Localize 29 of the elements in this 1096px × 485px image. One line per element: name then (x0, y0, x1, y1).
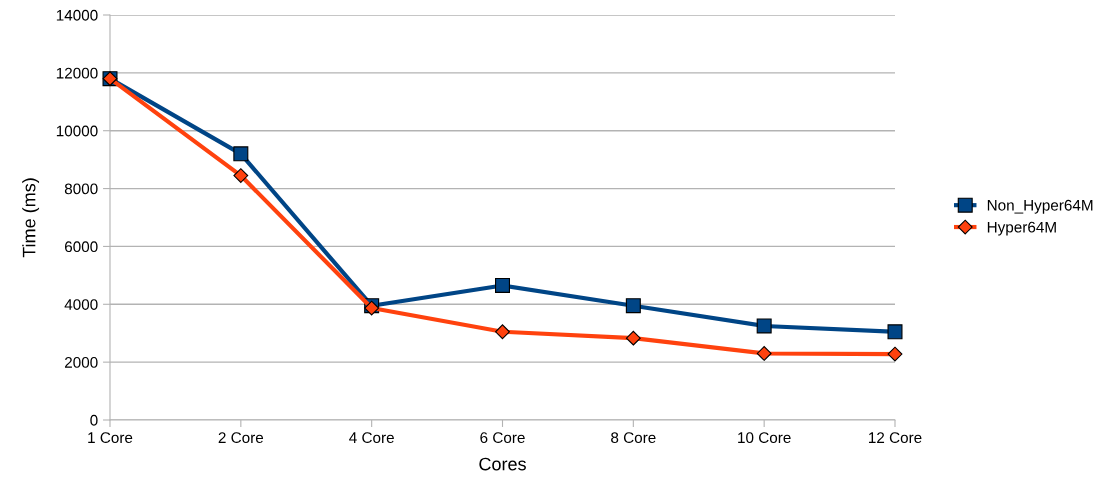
x-tick-label: 10 Core (738, 432, 791, 444)
x-tick-label: 2 Core (218, 432, 264, 444)
y-tick-label: 10000 (56, 125, 98, 137)
legend-label: Non_Hyper64M (987, 199, 1093, 214)
point (233, 168, 249, 183)
point (233, 146, 249, 162)
x-tick-label: 4 Core (349, 432, 394, 444)
y-tick-label: 2000 (64, 357, 98, 368)
y-tick-label: 14000 (56, 9, 98, 21)
point (756, 346, 772, 361)
x-tick-label: 12 Core (868, 432, 922, 444)
point (625, 298, 641, 314)
y-tick-label: 8000 (64, 183, 98, 195)
point (495, 277, 510, 293)
point (887, 346, 903, 362)
x-axis-title: Cores (479, 457, 526, 471)
x-tick-label: 6 Core (480, 432, 525, 444)
y-tick-label: 0 (90, 414, 98, 426)
point (756, 318, 772, 334)
x-tick-label: 8 Core (611, 432, 656, 444)
point (625, 330, 641, 346)
y-tick-label: 4000 (64, 299, 98, 310)
y-tick-label: 12000 (56, 67, 98, 79)
legend-label: Hyper64M (987, 221, 1056, 236)
x-tick-label: 1 Core (88, 432, 133, 444)
point (887, 324, 903, 340)
point (495, 324, 510, 340)
y-axis-title: Time (ms) (22, 178, 40, 258)
y-tick-label: 6000 (64, 241, 98, 253)
